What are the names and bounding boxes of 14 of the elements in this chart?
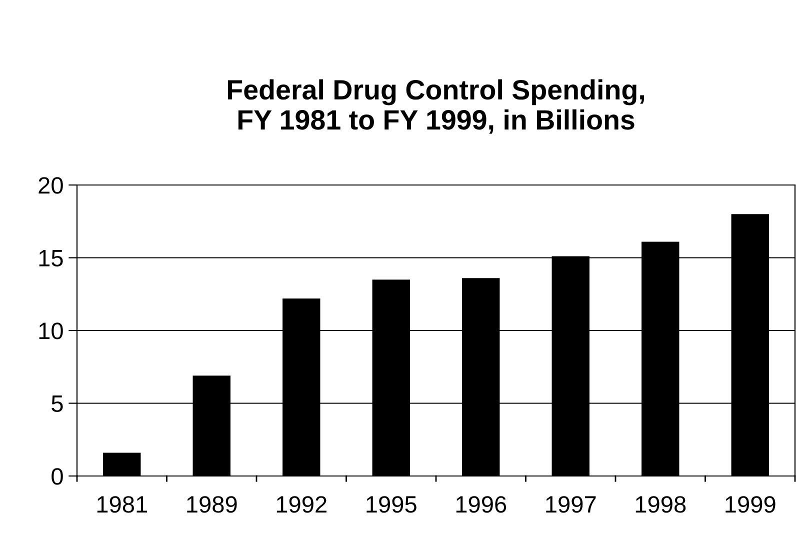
x-tick-label: 1999	[726, 496, 776, 513]
y-tick-label: 20	[38, 177, 63, 194]
x-tick-label: 1995	[366, 496, 416, 513]
chart-title: Federal Drug Control Spending, FY 1981 to FY 1999, in Billions	[228, 79, 644, 134]
y-tick-label: 15	[39, 250, 63, 267]
y-tick-label: 5	[52, 396, 63, 412]
x-tick-label: 1989	[187, 496, 237, 513]
y-tick-label: 0	[52, 468, 63, 485]
x-tick-label: 1998	[636, 496, 686, 513]
x-tick-label: 1997	[546, 496, 596, 513]
x-tick-label: 1996	[456, 496, 506, 513]
x-tick-label: 1981	[97, 496, 147, 513]
y-tick-label: 10	[39, 322, 63, 340]
x-tick-label: 1992	[276, 496, 326, 513]
